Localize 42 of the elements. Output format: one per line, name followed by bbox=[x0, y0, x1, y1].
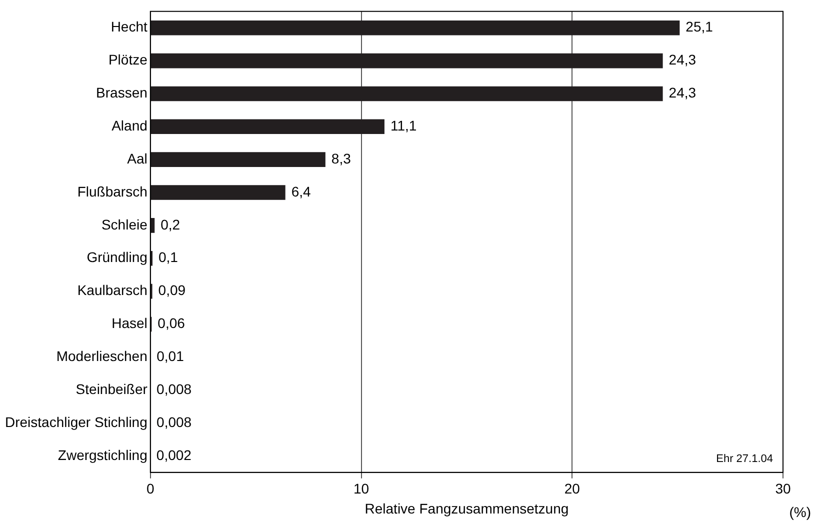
x-tick-label: 20 bbox=[564, 480, 580, 497]
data-label: 0,01 bbox=[156, 348, 184, 364]
y-tick-label: Aal bbox=[127, 150, 148, 166]
data-label: 25,1 bbox=[686, 18, 714, 35]
x-tick-label: 10 bbox=[353, 480, 370, 497]
data-label: 8,3 bbox=[331, 150, 352, 166]
bar bbox=[150, 218, 155, 233]
data-label: 0,1 bbox=[158, 249, 178, 266]
bar bbox=[150, 53, 663, 68]
data-label: 24,3 bbox=[668, 52, 696, 68]
y-tick-label: Steinbeißer bbox=[76, 380, 148, 397]
y-tick-label: Dreistachliger Stichling bbox=[4, 414, 148, 430]
data-label: 0,008 bbox=[156, 414, 192, 430]
y-tick-label: Hecht bbox=[110, 18, 148, 35]
bar bbox=[150, 185, 286, 200]
y-tick-label: Hasel bbox=[112, 315, 148, 332]
y-tick-label: Gründling bbox=[86, 249, 148, 266]
y-tick-label: Moderlieschen bbox=[56, 348, 148, 364]
y-tick-label: Zwergstichling bbox=[58, 446, 148, 463]
x-tick-label: 30 bbox=[775, 480, 791, 497]
y-tick-label: Kaulbarsch bbox=[77, 282, 148, 298]
y-tick-label: Plötze bbox=[108, 52, 148, 68]
data-label: 11,1 bbox=[390, 118, 417, 134]
data-label: 0,002 bbox=[156, 446, 192, 463]
y-tick-label: Flußbarsch bbox=[77, 183, 148, 200]
y-tick-label: Schleie bbox=[101, 216, 148, 232]
data-label: 0,09 bbox=[158, 282, 186, 298]
x-axis-title: Relative Fangzusammensetzung bbox=[364, 500, 569, 516]
data-label: 0,2 bbox=[160, 216, 180, 232]
y-tick-label: Aland bbox=[112, 118, 148, 134]
bar bbox=[150, 152, 326, 167]
data-label: 0,008 bbox=[156, 380, 192, 397]
text: (%) bbox=[789, 504, 811, 520]
annotation: Ehr 27.1.04 bbox=[716, 452, 773, 465]
bar bbox=[150, 20, 680, 36]
x-tick-label: 0 bbox=[146, 480, 154, 497]
data-label: 0,06 bbox=[158, 315, 186, 332]
bar bbox=[150, 86, 663, 102]
data-label: 6,4 bbox=[291, 183, 312, 200]
bar bbox=[150, 119, 384, 134]
y-tick-label: Brassen bbox=[96, 84, 148, 101]
data-label: 24,3 bbox=[668, 84, 696, 101]
